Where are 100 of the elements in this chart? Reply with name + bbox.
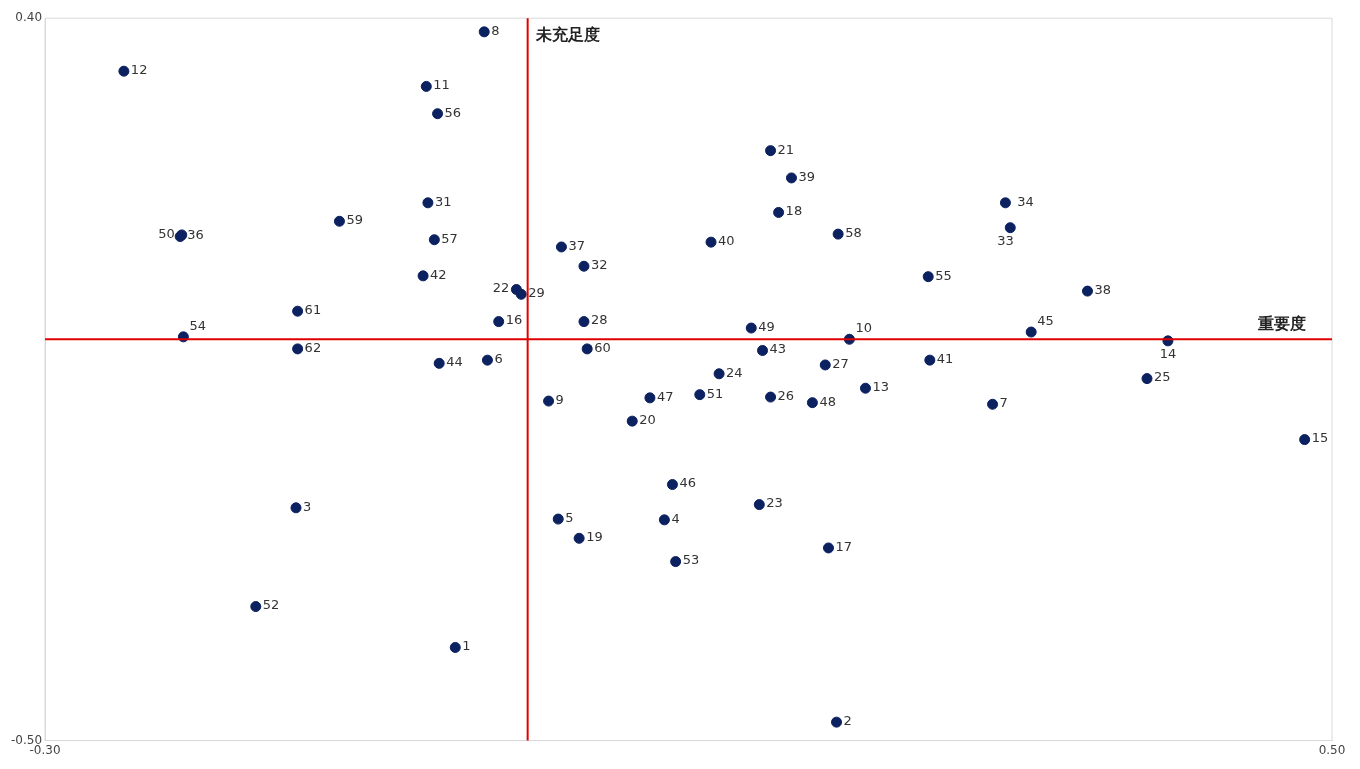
annotation: 15 (1311, 430, 1329, 446)
annotation: 58 (845, 224, 862, 240)
point (515, 288, 527, 300)
point (578, 260, 590, 272)
point (999, 197, 1011, 209)
point (922, 271, 934, 283)
annotation: 31 (434, 193, 452, 209)
point (694, 389, 706, 401)
point (666, 479, 678, 491)
annotation: 9 (555, 391, 564, 407)
point (626, 415, 638, 427)
annotation: 13 (872, 379, 890, 395)
point (765, 391, 777, 403)
point (1004, 222, 1016, 234)
annotation: 25 (1154, 369, 1171, 385)
annotation: 22 (492, 280, 510, 296)
point (581, 343, 593, 355)
annotation: 54 (189, 317, 206, 333)
annotation: 34 (1017, 193, 1034, 209)
point (785, 172, 797, 184)
y-tick-label: 0.40 (15, 10, 43, 25)
annotation: 20 (639, 412, 656, 428)
annotation: 44 (446, 354, 463, 370)
point (819, 359, 831, 371)
point (859, 382, 871, 394)
point (757, 345, 769, 356)
annotation: 18 (785, 203, 803, 219)
annotation: 48 (819, 393, 836, 409)
point (543, 395, 555, 407)
point (555, 241, 567, 253)
x-tick-label: -0.30 (29, 742, 61, 757)
point (420, 80, 432, 92)
annotation: 52 (262, 597, 280, 613)
annotation: 32 (590, 257, 608, 273)
annotation: 26 (777, 387, 795, 403)
point (478, 26, 490, 38)
point (578, 316, 590, 328)
annotation: 24 (726, 364, 743, 380)
point (1081, 285, 1093, 297)
point (658, 514, 670, 526)
point (806, 397, 818, 409)
x-tick-label: 0.50 (1318, 742, 1346, 757)
point (292, 305, 304, 317)
point (292, 343, 304, 355)
annotation: 45 (1037, 312, 1054, 328)
annotation: 41 (936, 351, 954, 367)
annotation: 2 (843, 713, 852, 729)
annotation: 28 (590, 312, 608, 328)
annotation: 5 (565, 509, 574, 525)
point (250, 601, 262, 613)
annotation: 11 (433, 77, 450, 93)
point (422, 197, 434, 209)
point (432, 108, 444, 120)
point (417, 270, 429, 282)
point (670, 556, 682, 568)
annotation: 53 (682, 552, 700, 568)
point (705, 236, 717, 248)
annotation: 56 (444, 104, 462, 120)
annotation: 10 (855, 320, 872, 336)
point (428, 234, 440, 246)
point (481, 354, 493, 366)
annotation: 19 (586, 529, 603, 545)
ref-line-label: 未充足度 (534, 25, 600, 45)
point (1299, 434, 1311, 446)
annotation: 37 (568, 237, 585, 253)
annotation: 43 (769, 341, 787, 357)
annotation: 36 (187, 227, 204, 243)
annotation: 60 (594, 339, 611, 355)
annotation: 38 (1094, 281, 1112, 297)
annotation: 27 (832, 355, 849, 371)
point (333, 215, 345, 227)
ref-line-label: 重要度 (1257, 314, 1306, 334)
annotation: 51 (706, 385, 724, 401)
annotation: 6 (494, 351, 503, 367)
annotation: 4 (671, 510, 680, 526)
point (831, 716, 843, 728)
point (745, 322, 757, 334)
annotation: 29 (528, 285, 545, 301)
annotation: 3 (303, 498, 312, 514)
annotation: 39 (798, 168, 816, 184)
annotation: 8 (491, 22, 500, 38)
annotation: 47 (656, 388, 674, 404)
annotation: 62 (304, 339, 322, 355)
point (765, 145, 777, 157)
annotation: 57 (441, 230, 458, 246)
annotation: 40 (718, 233, 735, 249)
point (118, 65, 130, 77)
annotation: 21 (777, 141, 795, 157)
annotation: 50 (158, 225, 175, 241)
annotation: 55 (935, 267, 952, 283)
annotation: 14 (1159, 345, 1177, 361)
point (493, 316, 505, 328)
annotation: 7 (999, 395, 1008, 411)
point (1025, 326, 1037, 338)
point (773, 206, 785, 218)
point (987, 398, 999, 410)
point (924, 354, 936, 366)
point (552, 513, 564, 525)
point (290, 502, 302, 514)
point (1141, 373, 1153, 385)
